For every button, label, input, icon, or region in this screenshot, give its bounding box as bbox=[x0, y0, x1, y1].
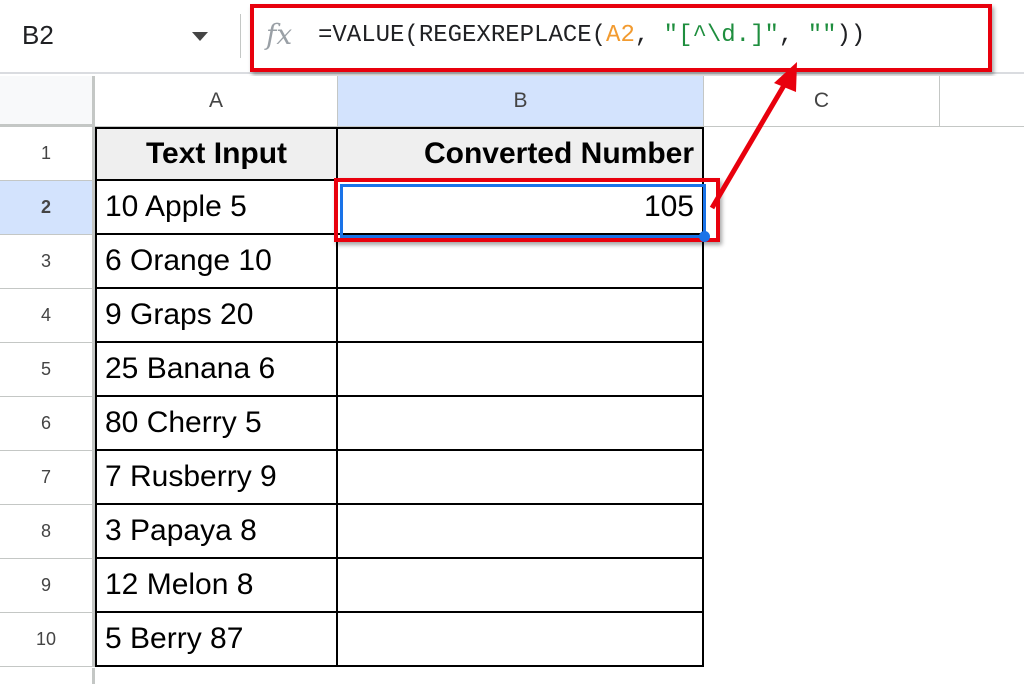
formula-token: "" bbox=[807, 22, 837, 49]
selected-cell-outline bbox=[340, 184, 706, 238]
divider bbox=[240, 14, 241, 58]
row-header-8[interactable]: 8 bbox=[0, 505, 95, 559]
cell-B10[interactable] bbox=[338, 613, 704, 667]
column-header-C[interactable]: C bbox=[704, 76, 940, 127]
cell-A8[interactable]: 3 Papaya 8 bbox=[95, 505, 338, 559]
column-label: C bbox=[813, 89, 830, 112]
select-all-corner[interactable] bbox=[0, 76, 95, 127]
cell-A4[interactable]: 9 Graps 20 bbox=[95, 289, 338, 343]
row-header-7[interactable]: 7 bbox=[0, 451, 95, 505]
fill-handle[interactable] bbox=[699, 231, 710, 242]
cell-B6[interactable] bbox=[338, 397, 704, 451]
formula-token: , bbox=[634, 22, 664, 49]
cell-A6[interactable]: 80 Cherry 5 bbox=[95, 397, 338, 451]
column-header-D[interactable] bbox=[940, 76, 1024, 127]
cell-A3[interactable]: 6 Orange 10 bbox=[95, 235, 338, 289]
arrow-line bbox=[709, 80, 789, 210]
name-box[interactable]: B2 bbox=[22, 20, 54, 50]
formula-token: "[^\d.]" bbox=[663, 22, 779, 49]
row-header-4[interactable]: 4 bbox=[0, 289, 95, 343]
cell-B8[interactable] bbox=[338, 505, 704, 559]
formula-highlight-box bbox=[250, 4, 992, 72]
cell-B5[interactable] bbox=[338, 343, 704, 397]
row-header-2[interactable]: 2 bbox=[0, 181, 95, 235]
cell-B3[interactable] bbox=[338, 235, 704, 289]
arrow-head bbox=[774, 62, 797, 92]
formula-input[interactable]: =VALUE(REGEXREPLACE(A2, "[^\d.]", "")) bbox=[318, 22, 865, 49]
cell-B9[interactable] bbox=[338, 559, 704, 613]
row-header-9[interactable]: 9 bbox=[0, 559, 95, 613]
cell-B1[interactable]: Converted Number bbox=[338, 127, 704, 181]
cell-B4[interactable] bbox=[338, 289, 704, 343]
cell-A9[interactable]: 12 Melon 8 bbox=[95, 559, 338, 613]
cell-A7[interactable]: 7 Rusberry 9 bbox=[95, 451, 338, 505]
cell-B7[interactable] bbox=[338, 451, 704, 505]
column-label: A bbox=[208, 89, 223, 112]
formula-token: )) bbox=[836, 22, 866, 49]
row-header-1[interactable]: 1 bbox=[0, 127, 95, 181]
column-header-B[interactable]: B bbox=[338, 76, 704, 127]
column-label: B bbox=[513, 89, 528, 112]
row-header-3[interactable]: 3 bbox=[0, 235, 95, 289]
cell-A2[interactable]: 10 Apple 5 bbox=[95, 181, 338, 235]
result-highlight-box bbox=[334, 178, 720, 242]
formula-token: , bbox=[778, 22, 808, 49]
row-header-6[interactable]: 6 bbox=[0, 397, 95, 451]
name-box-dropdown-icon[interactable] bbox=[192, 32, 208, 41]
cell-A5[interactable]: 25 Banana 6 bbox=[95, 343, 338, 397]
row-header-5[interactable]: 5 bbox=[0, 343, 95, 397]
formula-token: =VALUE(REGEXREPLACE( bbox=[318, 22, 607, 49]
cell-A1[interactable]: Text Input bbox=[95, 127, 338, 181]
row-header-10[interactable]: 10 bbox=[0, 613, 95, 667]
formula-bar: B2 fx =VALUE(REGEXREPLACE(A2, "[^\d.]", … bbox=[0, 0, 1024, 74]
fx-icon: fx bbox=[266, 18, 293, 51]
formula-token: A2 bbox=[606, 22, 635, 49]
row-header-11[interactable] bbox=[0, 668, 95, 684]
column-header-A[interactable]: A bbox=[95, 76, 338, 127]
cell-A10[interactable]: 5 Berry 87 bbox=[95, 613, 338, 667]
